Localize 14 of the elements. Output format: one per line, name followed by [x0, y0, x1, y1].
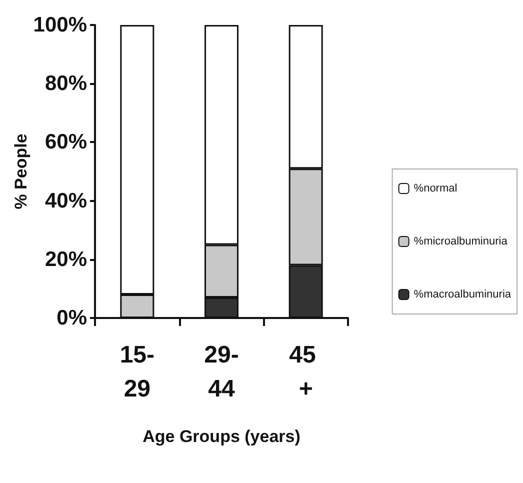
y-tick-label: 60% [44, 130, 88, 154]
y-tick-label: 20% [44, 248, 88, 271]
x-tick-label: 45 + [289, 342, 323, 402]
y-tick-label: 0% [56, 306, 88, 330]
y-tick-label: 80% [44, 72, 88, 96]
legend-label: %microalbuminuria [414, 236, 508, 248]
x-tick-label: 15-29 [120, 342, 155, 402]
legend-label: %macroalbuminuria [414, 288, 512, 300]
y-tick-label: 100% [33, 14, 88, 36]
x-axis-title: Age Groups (years) [142, 427, 300, 446]
y-tick-label: 40% [44, 189, 88, 212]
legend-label: %normal [414, 182, 458, 194]
x-tick-label: 29-44 [204, 342, 239, 402]
y-axis-title: % People [11, 134, 30, 210]
